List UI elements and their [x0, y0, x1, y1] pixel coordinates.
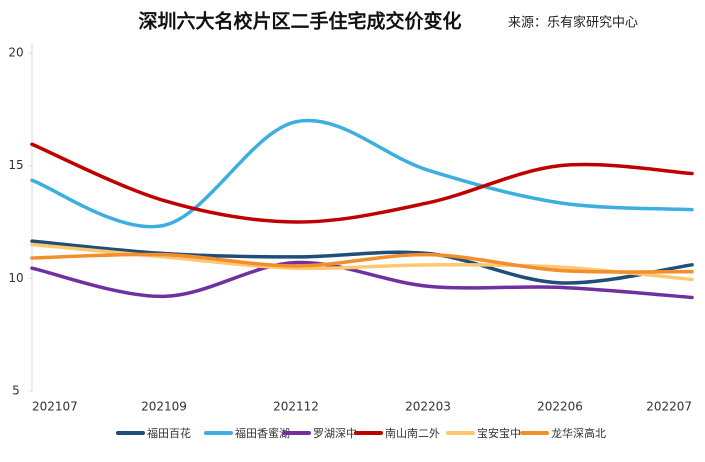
- x-tick-label: 202112: [273, 400, 319, 414]
- x-tick-label: 202206: [537, 400, 583, 414]
- y-tick-label: 10: [8, 271, 23, 285]
- line-series: [30, 252, 694, 274]
- chart-subtitle: 来源：乐有家研究中心: [508, 15, 638, 31]
- x-tick-label: 202107: [32, 400, 78, 414]
- line-series: [30, 142, 694, 224]
- y-tick-label: 20: [8, 46, 23, 60]
- legend-label: 宝安宝中: [477, 426, 521, 440]
- x-tick-label: 202203: [405, 400, 451, 414]
- line-series: [30, 239, 694, 285]
- line-series: [30, 260, 694, 300]
- x-tick-label: 202207: [646, 400, 692, 414]
- legend-label: 南山南二外: [385, 427, 440, 440]
- y-tick-label: 15: [8, 158, 23, 172]
- y-tick-label: 5: [12, 384, 20, 398]
- x-tick-label: 202109: [141, 400, 187, 414]
- chart-title: 深圳六大名校片区二手住宅成交价变化: [138, 10, 461, 33]
- legend-label: 福田百花: [147, 426, 191, 440]
- legend-label: 福田香蜜湖: [235, 426, 290, 440]
- legend-label: 罗湖深中: [313, 427, 357, 440]
- line-series: [30, 118, 694, 229]
- legend-label: 龙华深高北: [551, 426, 606, 440]
